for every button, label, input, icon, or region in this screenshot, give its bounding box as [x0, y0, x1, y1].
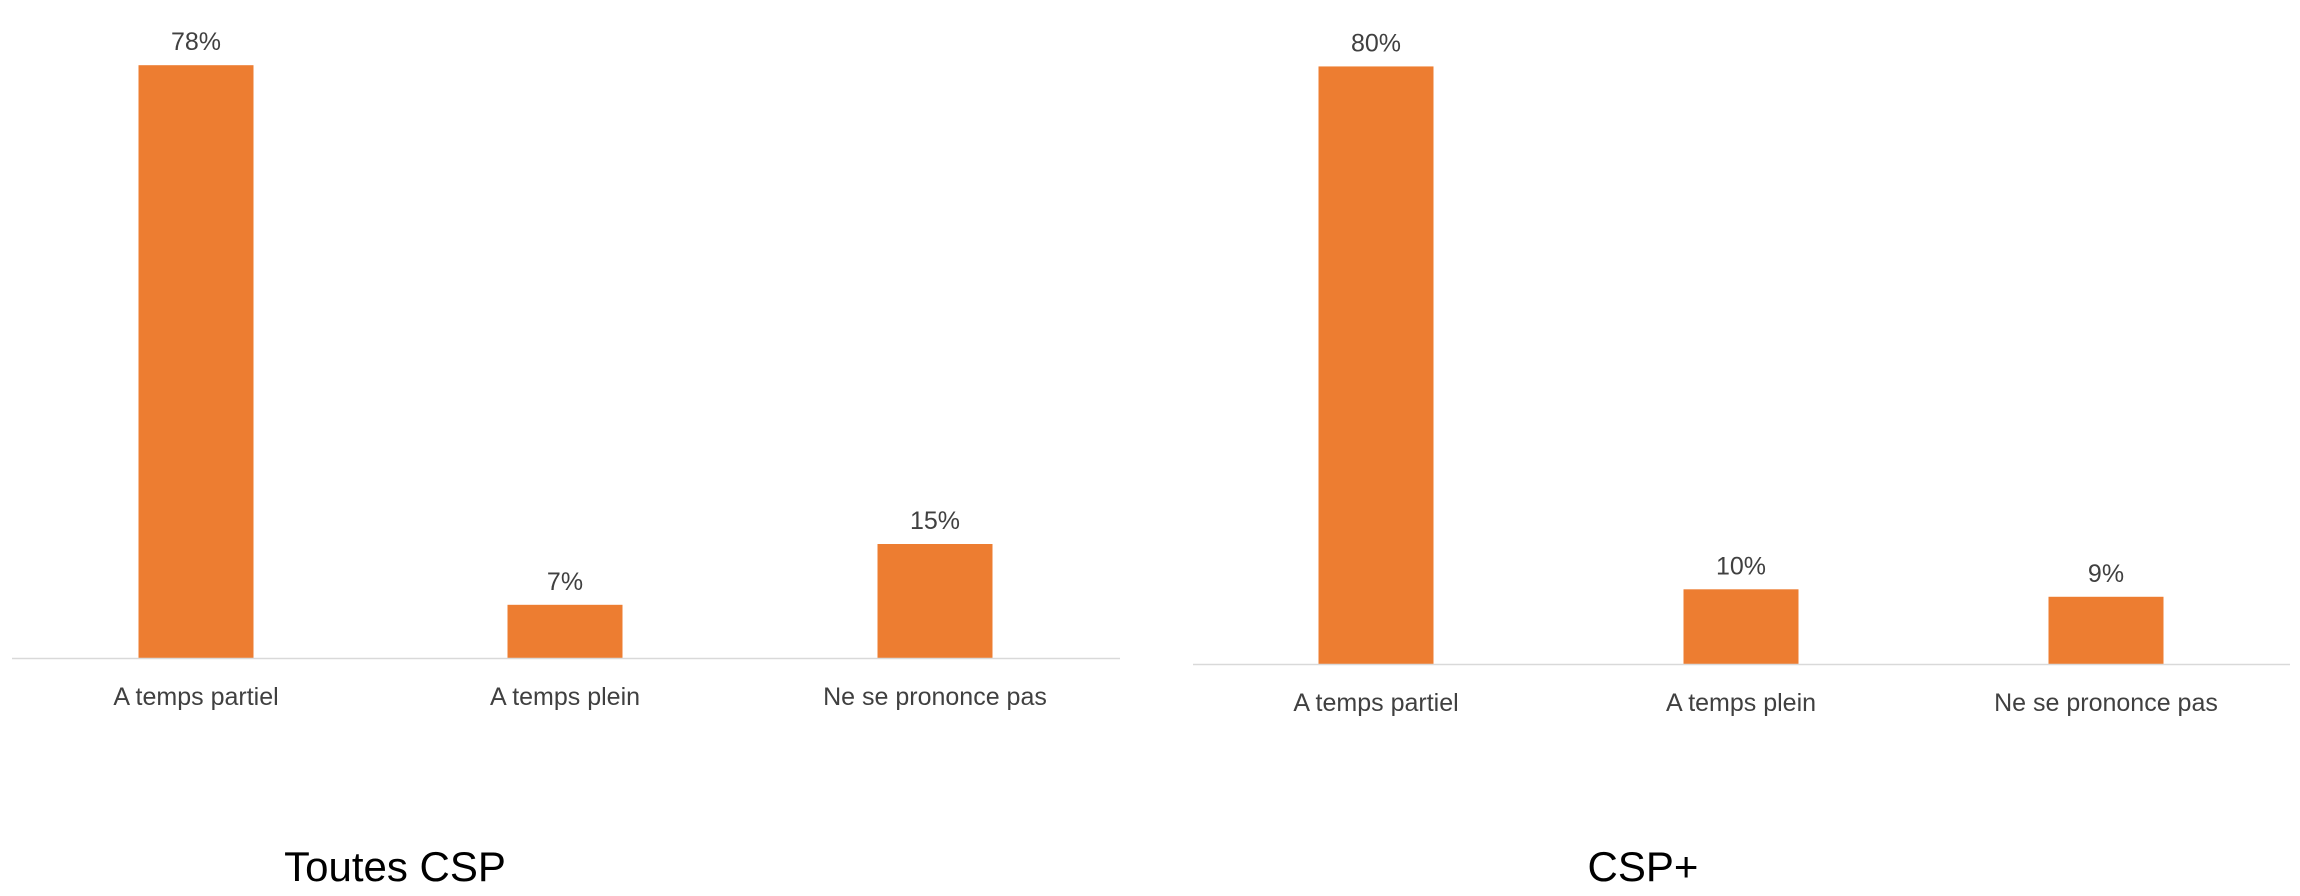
chart-csp-plus: 80% A temps partiel 10% A temps plein 9% Ne s…	[1193, 29, 2290, 717]
chart-title-toutes-csp: Toutes CSP	[284, 843, 506, 890]
chart-toutes-csp: 78% A temps partiel 7% A temps plein 15% Ne s…	[12, 28, 1120, 711]
bar-ne-se-prononce-pas	[2048, 596, 2164, 664]
category-label-a-temps-partiel: A temps partiel	[1293, 689, 1458, 717]
data-label-a-temps-partiel: 80%	[1351, 29, 1401, 57]
bar-ne-se-prononce-pas	[877, 544, 993, 658]
chart-title-csp-plus: CSP+	[1587, 843, 1699, 890]
data-label-a-temps-partiel: 78%	[171, 28, 221, 56]
category-label-a-temps-partiel: A temps partiel	[113, 683, 278, 711]
data-label-a-temps-plein: 10%	[1716, 552, 1766, 580]
data-label-ne-se-prononce-pas: 15%	[910, 507, 960, 535]
bar-a-temps-partiel	[138, 65, 254, 658]
category-label-a-temps-plein: A temps plein	[1666, 689, 1816, 717]
category-label-ne-se-prononce-pas: Ne se prononce pas	[823, 683, 1047, 711]
category-label-a-temps-plein: A temps plein	[490, 683, 640, 711]
bar-a-temps-partiel	[1318, 66, 1434, 664]
bar-a-temps-plein	[1683, 589, 1799, 664]
category-label-ne-se-prononce-pas: Ne se prononce pas	[1994, 689, 2218, 717]
bar-a-temps-plein	[507, 604, 623, 658]
data-label-a-temps-plein: 7%	[547, 568, 583, 596]
data-label-ne-se-prononce-pas: 9%	[2088, 560, 2124, 588]
